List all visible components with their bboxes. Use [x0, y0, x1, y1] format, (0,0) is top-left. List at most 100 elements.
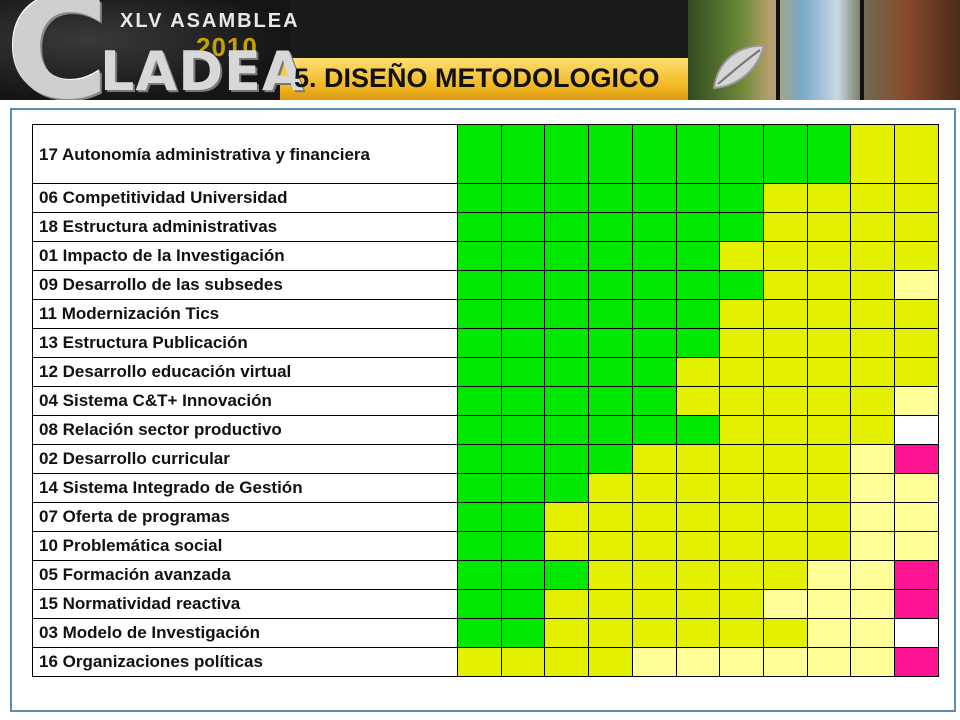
matrix-cell	[675, 502, 721, 532]
matrix-cell	[588, 531, 633, 561]
table-row: 10 Problemática social	[32, 531, 939, 561]
matrix-cell	[675, 357, 721, 387]
matrix-cell	[544, 647, 590, 677]
priority-matrix-table: 17 Autonomía administrativa y financiera…	[32, 124, 939, 677]
matrix-cell	[631, 328, 677, 358]
photo-divider	[860, 0, 864, 100]
matrix-cell	[500, 444, 546, 474]
matrix-cell	[500, 502, 546, 532]
matrix-cell	[806, 560, 852, 590]
matrix-cell	[719, 647, 765, 677]
table-row: 11 Modernización Tics	[32, 299, 939, 329]
matrix-cell	[850, 328, 896, 358]
matrix-cell	[675, 473, 721, 503]
matrix-cell	[675, 589, 721, 619]
matrix-cell	[806, 212, 852, 242]
matrix-cell	[850, 183, 896, 213]
row-label: 10 Problemática social	[32, 531, 458, 561]
matrix-body: 17 Autonomía administrativa y financiera…	[32, 124, 939, 677]
matrix-cell	[894, 560, 939, 590]
matrix-cell	[631, 299, 677, 329]
matrix-cell	[806, 473, 852, 503]
matrix-cell	[457, 502, 502, 532]
row-label: 01 Impacto de la Investigación	[32, 241, 458, 271]
table-row: 18 Estructura administrativas	[32, 212, 939, 242]
table-row: 14 Sistema Integrado de Gestión	[32, 473, 939, 503]
matrix-cell	[894, 473, 939, 503]
matrix-cell	[457, 124, 502, 184]
matrix-cell	[631, 212, 677, 242]
matrix-cell	[806, 299, 852, 329]
matrix-cell	[763, 328, 808, 358]
logo-letter-c: C	[6, 0, 109, 100]
matrix-cell	[588, 415, 633, 445]
matrix-cell	[806, 502, 852, 532]
matrix-cell	[500, 183, 546, 213]
row-label: 02 Desarrollo curricular	[32, 444, 458, 474]
matrix-cell	[500, 473, 546, 503]
matrix-cell	[719, 386, 765, 416]
matrix-cell	[631, 415, 677, 445]
matrix-cell	[894, 299, 939, 329]
matrix-cell	[806, 241, 852, 271]
matrix-cell	[500, 415, 546, 445]
matrix-cell	[763, 444, 808, 474]
row-label: 05 Formación avanzada	[32, 560, 458, 590]
matrix-cell	[500, 270, 546, 300]
matrix-cell	[763, 647, 808, 677]
matrix-cell	[631, 386, 677, 416]
table-row: 06 Competitividad Universidad	[32, 183, 939, 213]
matrix-cell	[544, 270, 590, 300]
matrix-cell	[850, 212, 896, 242]
row-label: 03 Modelo de Investigación	[32, 618, 458, 648]
matrix-cell	[719, 328, 765, 358]
row-label: 11 Modernización Tics	[32, 299, 458, 329]
matrix-cell	[631, 473, 677, 503]
matrix-cell	[763, 531, 808, 561]
matrix-cell	[894, 589, 939, 619]
matrix-cell	[457, 444, 502, 474]
matrix-cell	[457, 299, 502, 329]
matrix-cell	[850, 647, 896, 677]
matrix-cell	[850, 589, 896, 619]
matrix-cell	[588, 444, 633, 474]
matrix-cell	[719, 618, 765, 648]
slide-title: 5. DISEÑO METODOLOGICO	[294, 63, 660, 93]
matrix-cell	[500, 328, 546, 358]
matrix-cell	[763, 270, 808, 300]
matrix-cell	[763, 589, 808, 619]
matrix-cell	[631, 183, 677, 213]
matrix-cell	[457, 183, 502, 213]
matrix-cell	[631, 357, 677, 387]
assembly-year: 2010	[196, 32, 258, 62]
matrix-cell	[675, 183, 721, 213]
matrix-cell	[588, 647, 633, 677]
matrix-cell	[631, 531, 677, 561]
table-row: 12 Desarrollo educación virtual	[32, 357, 939, 387]
matrix-cell	[500, 212, 546, 242]
matrix-cell	[675, 241, 721, 271]
photo-divider	[776, 0, 780, 100]
matrix-cell	[675, 386, 721, 416]
matrix-cell	[806, 589, 852, 619]
matrix-cell	[806, 357, 852, 387]
matrix-cell	[500, 647, 546, 677]
matrix-cell	[850, 560, 896, 590]
matrix-cell	[719, 357, 765, 387]
matrix-cell	[894, 183, 939, 213]
table-row: 05 Formación avanzada	[32, 560, 939, 590]
row-label: 18 Estructura administrativas	[32, 212, 458, 242]
matrix-cell	[894, 647, 939, 677]
matrix-cell	[763, 502, 808, 532]
matrix-cell	[719, 183, 765, 213]
matrix-cell	[763, 618, 808, 648]
matrix-cell	[675, 618, 721, 648]
matrix-cell	[850, 299, 896, 329]
matrix-cell	[763, 299, 808, 329]
matrix-cell	[894, 328, 939, 358]
matrix-cell	[850, 357, 896, 387]
matrix-cell	[806, 386, 852, 416]
matrix-cell	[894, 124, 939, 184]
matrix-cell	[457, 560, 502, 590]
matrix-cell	[457, 618, 502, 648]
